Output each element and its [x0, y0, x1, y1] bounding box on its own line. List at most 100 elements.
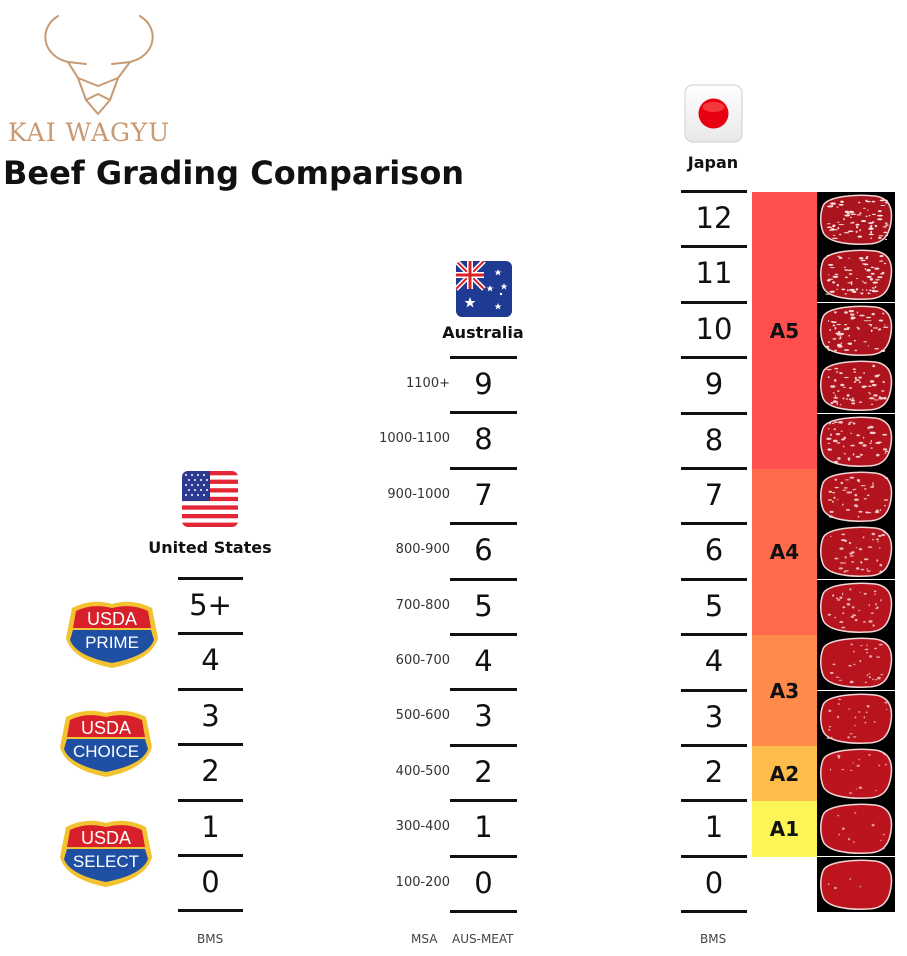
australia-divider [450, 356, 517, 359]
usda-shield-top-text: USDA [81, 828, 131, 848]
japan-flag-icon [684, 84, 743, 143]
usda-shield-bottom-text: SELECT [73, 852, 139, 871]
us-grade: 3 [201, 698, 220, 733]
us-grade: 1 [201, 809, 220, 844]
japan-grade: 6 [704, 533, 724, 568]
usda-shield-bottom-text: CHOICE [73, 742, 139, 761]
australia-grade: 8 [474, 422, 493, 457]
japan-divider [681, 633, 747, 637]
marbling-sample-image [817, 358, 895, 414]
japan-grade: 9 [704, 367, 724, 402]
japan-grade: 0 [704, 865, 724, 900]
australia-grade: 6 [474, 533, 493, 568]
australia-divider [450, 688, 517, 692]
japan-grade: 2 [704, 755, 724, 789]
australia-grade: 2 [474, 754, 493, 789]
australia-flag-icon [456, 261, 512, 317]
us-divider [178, 687, 243, 691]
japan-divider [681, 910, 747, 914]
marbling-sample-image [817, 856, 895, 912]
us-divider [178, 909, 243, 913]
country-label-australia: Australia [442, 323, 524, 342]
usda-shield-top-text: USDA [81, 718, 131, 738]
us-grade: 5+ [189, 588, 232, 622]
australia-grade: 4 [474, 644, 493, 678]
japan-divider [681, 744, 747, 747]
msa-range-label: 100-200 [395, 874, 450, 890]
brand-name: KAI WAGYU [8, 118, 171, 147]
msa-range-label: 300-400 [395, 819, 450, 835]
usda-shield-bottom-text: PRIME [85, 633, 139, 652]
msa-range-label: 700-800 [395, 597, 450, 613]
country-label-japan: Japan [687, 153, 739, 172]
usda-shield-top-text: USDA [87, 609, 137, 629]
australia-divider [450, 910, 517, 913]
marbling-sample-image [817, 469, 895, 524]
us-divider [178, 743, 243, 747]
australia-divider [450, 743, 517, 747]
msa-range-label: 600-700 [395, 653, 450, 668]
australia-divider [450, 522, 517, 526]
footer-japan-bms: BMS [700, 932, 727, 946]
australia-divider [450, 577, 517, 581]
japan-grade: 7 [704, 478, 724, 512]
footer-msa: MSA [411, 932, 438, 946]
australia-grade: 9 [474, 367, 493, 401]
country-label-us: United States [148, 538, 272, 557]
grade-band-a3: A3 [752, 635, 817, 746]
japan-divider [681, 411, 747, 415]
japan-grade: 3 [704, 699, 724, 734]
australia-grade: 3 [474, 699, 493, 734]
usda-select-shield-icon: USDA SELECT [60, 820, 152, 887]
msa-range-label: 400-500 [395, 763, 450, 779]
japan-divider [681, 522, 747, 526]
australia-divider [450, 633, 517, 636]
japan-divider [681, 300, 747, 304]
japan-divider [681, 799, 747, 803]
us-grade: 2 [201, 754, 220, 789]
msa-range-label: 900-1000 [387, 486, 450, 502]
japan-divider [681, 245, 747, 249]
grade-band-label: A4 [769, 540, 800, 565]
msa-range-label: 1000-1100 [379, 431, 450, 447]
australia-grade: 0 [474, 865, 493, 900]
japan-grade: 12 [695, 201, 733, 235]
japan-grade: 5 [704, 588, 724, 623]
australia-divider [450, 466, 517, 470]
usda-prime-shield-icon: USDA PRIME [66, 601, 158, 668]
marbling-sample-image [817, 302, 895, 358]
us-divider [178, 632, 243, 636]
footer-aus-meat: AUS-MEAT [452, 932, 514, 946]
japan-divider [681, 688, 747, 692]
us-grade: 0 [201, 865, 220, 899]
australia-grade: 5 [474, 588, 493, 623]
japan-divider [681, 190, 747, 193]
japan-grade: 11 [695, 256, 733, 291]
japan-divider [681, 356, 747, 360]
australia-divider [450, 799, 517, 803]
msa-range-label: 500-600 [395, 708, 450, 724]
marbling-sample-image [817, 524, 895, 580]
japan-divider [681, 577, 747, 581]
marbling-sample-image [817, 635, 895, 691]
msa-range-label: 1100+ [406, 376, 450, 391]
msa-range-label: 800-900 [395, 542, 450, 558]
marbling-sample-image [817, 746, 895, 801]
grade-band-a2: A2 [752, 746, 817, 802]
marbling-sample-image [817, 413, 895, 469]
us-divider [178, 854, 243, 857]
grade-band-label: A3 [769, 678, 800, 703]
marbling-sample-image [817, 247, 895, 303]
us-divider [178, 577, 243, 580]
marbling-sample-image [817, 192, 895, 247]
footer-us-bms: BMS [197, 932, 224, 946]
grade-band-a1: A1 [752, 801, 817, 857]
japan-grade: 8 [704, 422, 724, 457]
grade-band-label: A1 [769, 817, 800, 842]
grade-band-label: A2 [769, 761, 800, 786]
grade-band-a4: A4 [752, 469, 817, 636]
grade-band-a5: A5 [752, 192, 817, 469]
japan-grade: 1 [704, 810, 724, 845]
grade-band-label: A5 [769, 318, 800, 343]
japan-grade: 4 [704, 644, 724, 679]
